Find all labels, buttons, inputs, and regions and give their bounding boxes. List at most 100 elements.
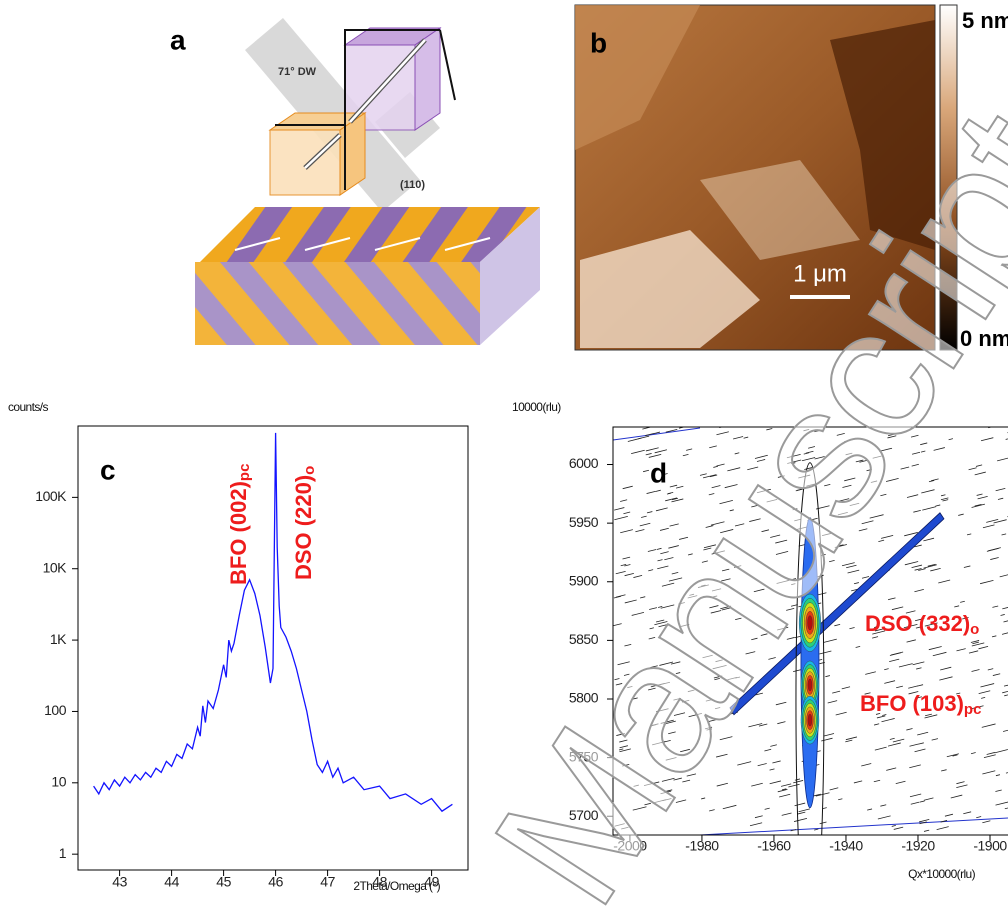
- peak-name: BFO (002): [226, 481, 251, 585]
- noise-contour: [907, 640, 916, 642]
- noise-contour: [620, 530, 633, 533]
- noise-contour: [821, 738, 832, 741]
- noise-contour: [954, 606, 959, 607]
- noise-contour: [875, 747, 887, 750]
- noise-contour: [880, 805, 886, 806]
- noise-contour: [976, 816, 981, 817]
- noise-contour: [798, 812, 805, 814]
- noise-contour: [981, 697, 985, 698]
- noise-contour: [888, 743, 901, 746]
- noise-contour: [620, 500, 627, 502]
- y-tick-label: 5950: [569, 514, 599, 530]
- x-tick-label: 43: [112, 874, 127, 890]
- noise-contour: [942, 500, 948, 501]
- noise-contour: [1002, 534, 1007, 535]
- noise-contour: [896, 686, 903, 688]
- noise-contour: [867, 809, 872, 810]
- noise-contour: [982, 724, 996, 727]
- noise-contour: [929, 646, 942, 649]
- noise-contour: [646, 448, 659, 451]
- noise-contour: [686, 449, 692, 451]
- noise-contour: [884, 681, 895, 684]
- noise-contour: [979, 691, 991, 694]
- peak-name: DSO (332): [865, 611, 970, 636]
- y-axis-label: 10000(rlu): [512, 400, 561, 414]
- noise-contour: [914, 589, 923, 591]
- noise-contour: [755, 816, 763, 818]
- noise-contour: [750, 823, 762, 826]
- noise-contour: [940, 667, 951, 670]
- noise-contour: [889, 659, 899, 662]
- noise-contour: [631, 450, 645, 453]
- noise-contour: [916, 668, 921, 669]
- noise-contour: [655, 450, 667, 453]
- y-tick-label: 1: [59, 845, 67, 861]
- noise-contour: [911, 802, 919, 804]
- noise-contour: [795, 779, 800, 780]
- y-tick-label: 5900: [569, 572, 599, 588]
- x-tick-label: 46: [268, 874, 283, 890]
- x-tick-label: 47: [320, 874, 335, 890]
- noise-contour: [794, 818, 807, 821]
- noise-contour: [842, 687, 850, 689]
- noise-contour: [987, 548, 999, 551]
- noise-contour: [1000, 574, 1008, 577]
- peak-label: DSO (220)o: [291, 466, 318, 580]
- noise-contour: [1002, 607, 1008, 609]
- noise-contour: [846, 737, 857, 740]
- noise-contour: [958, 514, 963, 515]
- noise-contour: [982, 771, 995, 774]
- noise-contour: [918, 743, 923, 744]
- noise-contour: [772, 761, 780, 763]
- noise-contour: [990, 557, 998, 559]
- peak-subscript: o: [301, 466, 318, 475]
- noise-contour: [995, 750, 1008, 753]
- noise-contour: [992, 606, 998, 607]
- noise-contour: [892, 825, 896, 826]
- noise-contour: [782, 813, 792, 815]
- noise-contour: [996, 802, 1008, 805]
- noise-contour: [845, 740, 852, 742]
- noise-contour: [893, 739, 904, 742]
- noise-contour: [939, 677, 952, 680]
- panel-label: d: [650, 457, 667, 488]
- noise-contour: [969, 651, 978, 653]
- noise-contour: [996, 488, 1006, 490]
- noise-contour: [623, 512, 630, 514]
- noise-contour: [976, 465, 982, 467]
- noise-contour: [938, 580, 950, 583]
- noise-contour: [983, 525, 995, 528]
- noise-contour: [874, 724, 879, 725]
- noise-contour: [854, 781, 862, 783]
- noise-contour: [913, 510, 920, 512]
- noise-contour: [993, 674, 1000, 676]
- stripe-front: [195, 262, 480, 345]
- noise-contour: [941, 770, 946, 771]
- noise-contour: [779, 794, 790, 797]
- noise-contour: [890, 738, 895, 739]
- peak-name: BFO (103): [860, 691, 964, 716]
- noise-contour: [996, 775, 1000, 776]
- noise-contour: [910, 794, 921, 797]
- x-tick-label: -1940: [829, 838, 863, 854]
- noise-contour: [770, 781, 781, 784]
- peak-label: BFO (103)pc: [860, 691, 981, 718]
- noise-contour: [641, 516, 647, 517]
- noise-contour: [972, 642, 978, 644]
- noise-contour: [908, 686, 918, 688]
- noise-contour: [920, 801, 925, 802]
- plane-label: (110): [400, 179, 425, 191]
- y-tick-label: 100: [44, 702, 67, 718]
- y-tick-label: 10: [51, 774, 66, 790]
- noise-contour: [980, 580, 993, 583]
- y-axis-label: counts/s: [8, 400, 48, 414]
- noise-contour: [877, 716, 885, 718]
- noise-contour: [917, 732, 928, 735]
- noise-contour: [1001, 614, 1005, 615]
- x-tick-label: -1900: [973, 838, 1007, 854]
- noise-contour: [899, 664, 913, 667]
- noise-contour: [886, 768, 896, 770]
- noise-contour: [825, 676, 830, 677]
- noise-contour: [957, 649, 966, 651]
- noise-contour: [647, 491, 656, 493]
